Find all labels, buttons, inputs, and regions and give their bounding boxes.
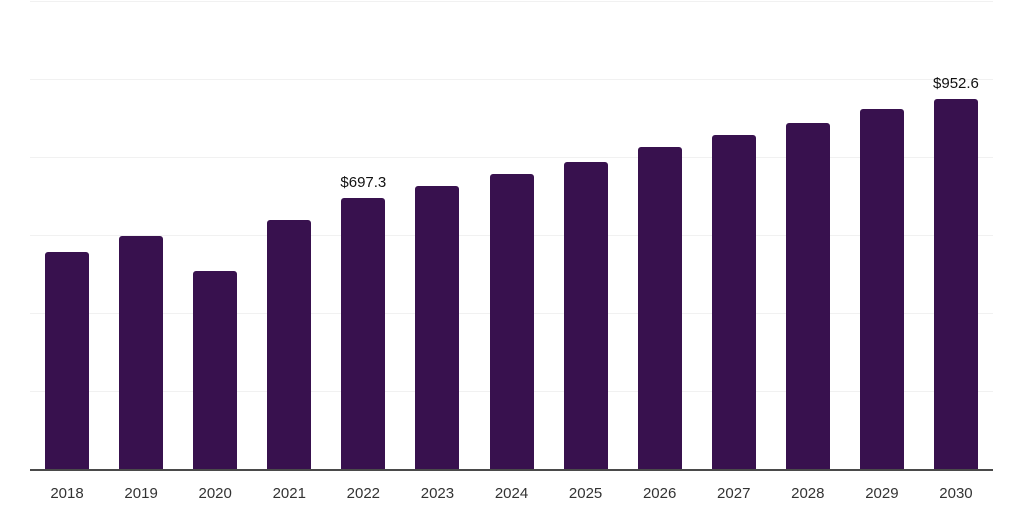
bars: $697.3 $952.6 <box>30 2 993 470</box>
bar-2018 <box>45 252 90 470</box>
bar-value-label-2022: $697.3 <box>340 174 387 192</box>
bar-2027 <box>711 134 756 470</box>
gridline <box>30 1 993 2</box>
x-tick-label-2029: 2029 <box>865 485 899 502</box>
bar-slot-2021 <box>252 2 326 470</box>
bar-slot-2024 <box>474 2 548 470</box>
bar-slot-2026 <box>623 2 697 470</box>
bar-slot-2030: $952.6 <box>919 2 993 470</box>
bar-slot-2023 <box>400 2 474 470</box>
bar-value-label-2030: $952.6 <box>933 74 979 92</box>
bar-slot-2018 <box>30 2 104 470</box>
x-tick-label-2030: 2030 <box>939 485 973 502</box>
bar-slot-2020 <box>178 2 252 470</box>
bar-slot-2025 <box>549 2 623 470</box>
bar-2021 <box>267 219 312 470</box>
bar-slot-2029 <box>845 2 919 470</box>
gridline <box>30 157 993 158</box>
plot-area: $697.3 $952.6 <box>30 1 993 471</box>
x-tick-label-2020: 2020 <box>198 485 232 502</box>
bar-slot-2022: $697.3 <box>326 2 400 470</box>
x-tick-label-2027: 2027 <box>717 485 751 502</box>
x-tick-label-2019: 2019 <box>124 485 158 502</box>
bar-2029 <box>859 109 904 470</box>
x-tick-label-2026: 2026 <box>642 485 677 502</box>
x-tick-label-2018: 2018 <box>50 485 84 502</box>
x-axis-line <box>30 469 993 471</box>
bar-2022 <box>341 198 386 470</box>
bar-slot-2019 <box>104 2 178 470</box>
bar-2026 <box>637 147 682 470</box>
bar-2020 <box>193 271 238 470</box>
bar-2028 <box>785 122 830 470</box>
x-axis-labels: 2018 2019 2020 2021 2022 2023 2024 2025 2026 2027… <box>30 485 993 502</box>
x-tick-label-2022: 2022 <box>346 485 381 502</box>
gridline <box>30 79 993 80</box>
bar-2023 <box>415 186 460 470</box>
x-tick-label-2023: 2023 <box>420 485 455 502</box>
x-tick-label-2024: 2024 <box>494 485 529 502</box>
bar-2030 <box>933 98 978 470</box>
bar-2024 <box>489 174 534 470</box>
x-tick-label-2028: 2028 <box>791 485 825 502</box>
bar-2019 <box>119 236 164 470</box>
x-tick-label-2025: 2025 <box>568 485 603 502</box>
bar-slot-2028 <box>771 2 845 470</box>
x-tick-label-2021: 2021 <box>272 485 306 502</box>
bar-slot-2027 <box>697 2 771 470</box>
bar-2025 <box>563 161 608 470</box>
